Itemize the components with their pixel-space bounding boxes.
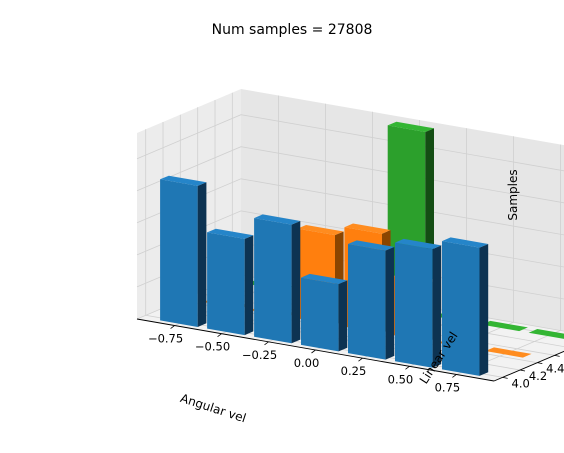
bar-top-face (348, 240, 395, 251)
bar-top-face (297, 225, 344, 236)
z-axis-label: Samples (506, 169, 520, 220)
bar-top-face (481, 320, 528, 332)
bar-top-face (344, 223, 391, 234)
bar-front-face (207, 232, 245, 336)
bar-side-face (385, 246, 395, 360)
bar-top-face (387, 121, 434, 132)
x-tick (358, 357, 363, 362)
bar (160, 175, 207, 327)
bar-side-face (291, 221, 301, 344)
bar-front-face (160, 179, 198, 327)
grid-line-z (136, 146, 564, 204)
axis-lines (136, 318, 564, 382)
y-tick-label: 4.4 (546, 362, 564, 376)
x-tick (264, 341, 269, 346)
y-axis-line (493, 350, 564, 382)
bar-front-face (442, 241, 480, 376)
bar-side-face (479, 244, 489, 376)
bar-top-face (528, 329, 564, 339)
x-tick-label: −0.75 (148, 332, 183, 346)
y-tick (502, 376, 508, 379)
bar (485, 347, 532, 358)
bar (348, 240, 395, 360)
bar-top-face (485, 347, 532, 358)
bar-top-face (160, 175, 207, 186)
bar-side-face (432, 245, 442, 368)
x-tick (311, 349, 316, 354)
bar-front-face (254, 218, 292, 344)
x-tick-label: 0.75 (435, 380, 461, 394)
bar (395, 238, 442, 368)
tick-labels: −0.75 −0.50 −0.25 0.00 0.25 0.50 0.75 4.04.24.4… (148, 332, 564, 395)
bar-side-face (338, 280, 348, 352)
bar (528, 329, 564, 339)
bar (301, 273, 348, 352)
y-tick-label: 4.0 (512, 376, 530, 390)
x-tick (452, 374, 457, 378)
chart-title: Num samples = 27808 (212, 22, 373, 38)
bar-side-face (197, 182, 207, 327)
bar-front-face (395, 242, 433, 368)
bar-top-face (207, 228, 254, 239)
x-tick-label: 0.25 (341, 364, 367, 378)
bars-layer (160, 121, 564, 376)
bar-side-face (244, 235, 254, 336)
bar-top-face (442, 237, 489, 248)
grid-line-z (136, 114, 564, 172)
bar-top-face (301, 273, 348, 285)
y-tick (554, 354, 560, 357)
bar-front-face (301, 277, 339, 352)
bar-top-face (395, 238, 442, 250)
bar (442, 237, 489, 376)
x-tick (170, 325, 175, 329)
x-tick (405, 365, 410, 370)
y-tick (537, 362, 543, 365)
bar (207, 228, 254, 336)
y-tick (519, 369, 526, 372)
x-tick-label: −0.50 (195, 340, 230, 354)
bar-front-face (348, 244, 386, 360)
bar-top-face (254, 214, 301, 225)
x-tick-label: −0.25 (242, 348, 277, 362)
x-tick-label: 0.50 (388, 372, 414, 386)
bar (254, 214, 301, 344)
x-tick-label: 0.00 (294, 356, 320, 370)
y-tick-label: 4.2 (529, 369, 547, 383)
bar (481, 320, 528, 332)
x-tick (217, 333, 222, 338)
x-axis-label: Angular vel (179, 391, 248, 425)
